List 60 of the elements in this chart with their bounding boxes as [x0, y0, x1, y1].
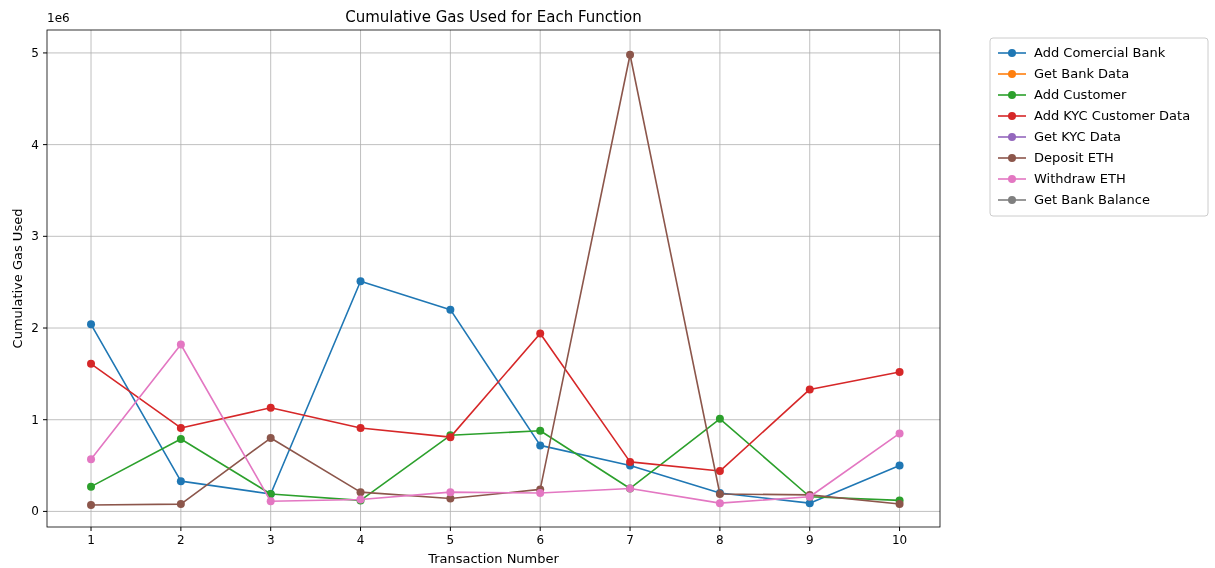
x-tick-label: 4 [356, 533, 365, 547]
legend-label: Deposit ETH [1034, 150, 1114, 165]
legend-label: Add Customer [1034, 87, 1128, 102]
point [805, 385, 814, 394]
point [266, 403, 275, 412]
point [356, 488, 365, 497]
y-axis-title: Cumulative Gas Used [10, 208, 25, 349]
y-tick-label: 3 [31, 229, 39, 244]
y-tick-label: 4 [31, 137, 39, 152]
x-tick-label: 2 [177, 533, 185, 547]
legend-label: Add Comercial Bank [1034, 45, 1166, 60]
point [536, 426, 545, 435]
y-tick-label: 5 [31, 45, 39, 60]
x-tick-label: 9 [805, 533, 814, 547]
point [446, 488, 455, 497]
point [895, 500, 904, 509]
point [176, 477, 185, 486]
point [536, 489, 545, 498]
point [895, 461, 904, 470]
x-tick-label: 3 [266, 533, 275, 547]
point [356, 277, 365, 286]
point [715, 499, 724, 508]
legend-label: Withdraw ETH [1034, 171, 1126, 186]
point [536, 329, 545, 338]
point [626, 457, 635, 466]
point [176, 434, 185, 443]
point [626, 50, 635, 59]
point [87, 359, 96, 368]
point [895, 368, 904, 377]
text: 1e6 [47, 11, 70, 25]
point [176, 500, 185, 509]
legend-label: Get KYC Data [1034, 129, 1121, 144]
point [87, 320, 96, 329]
x-axis-title: Transaction Number [427, 551, 560, 566]
point [266, 497, 275, 506]
point [176, 340, 185, 349]
chart-title: Cumulative Gas Used for Each Function [345, 8, 642, 26]
point [895, 429, 904, 438]
x-tick-label: 10 [891, 533, 908, 547]
point [176, 423, 185, 432]
x-tick-label: 5 [446, 533, 455, 547]
y-tick-label: 2 [31, 321, 39, 336]
legend-label: Get Bank Balance [1034, 192, 1150, 207]
point [87, 455, 96, 464]
point [356, 423, 365, 432]
point [87, 500, 96, 509]
x-tick-label: 1 [87, 533, 95, 547]
y-tick-label: 1 [31, 412, 39, 427]
point [715, 467, 724, 476]
point [87, 482, 96, 491]
legend-label: Add KYC Customer Data [1034, 108, 1191, 123]
point [536, 441, 545, 450]
point [266, 434, 275, 443]
point [715, 414, 724, 423]
legend-label: Get Bank Data [1034, 66, 1130, 81]
x-tick-label: 6 [536, 533, 545, 547]
x-tick-label: 7 [626, 533, 634, 547]
x-tick-label: 8 [716, 533, 724, 547]
point [446, 305, 455, 314]
y-tick-label: 0 [31, 504, 39, 519]
